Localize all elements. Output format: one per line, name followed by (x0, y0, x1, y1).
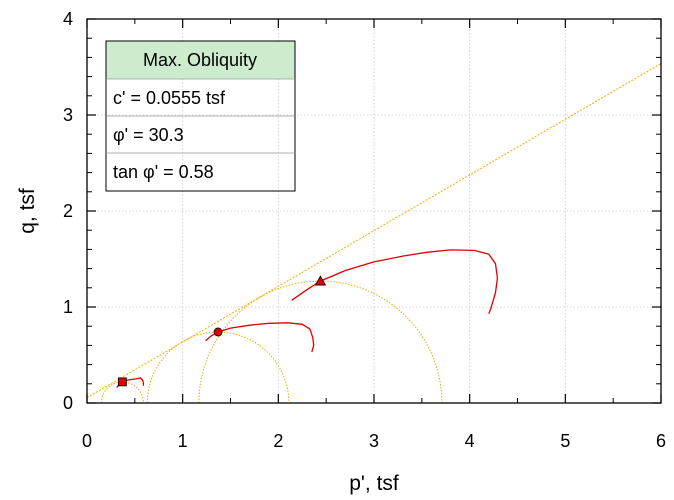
y-tick-label: 0 (63, 393, 73, 413)
x-tick-label: 2 (273, 431, 283, 451)
triangle-marker (314, 275, 327, 286)
x-tick-label: 4 (465, 431, 475, 451)
x-tick-label: 6 (656, 431, 666, 451)
y-tick-label: 4 (63, 9, 73, 29)
y-tick-label: 1 (63, 297, 73, 317)
plot-frame (86, 18, 662, 404)
failure-envelope (87, 63, 661, 399)
x-tick-label: 3 (369, 431, 379, 451)
y-axis-label: q, tsf (16, 188, 39, 234)
x-tick-label: 5 (560, 431, 570, 451)
y-tick-label: 2 (63, 201, 73, 221)
legend-box: Max. Obliquity c' = 0.0555 tsf φ' = 30.3… (105, 40, 296, 192)
x-tick-label: 1 (178, 431, 188, 451)
x-tick-labels: 0 1 2 3 4 5 6 (82, 431, 666, 451)
mohr-circle (100, 381, 144, 403)
failure-envelope-line (87, 63, 661, 399)
square-marker (117, 377, 127, 387)
grid-lines (87, 19, 661, 403)
legend-row-cohesion: c' = 0.0555 tsf (113, 88, 226, 108)
legend-row-tan-phi: tan φ' = 0.58 (113, 162, 214, 182)
x-axis-label: p', tsf (349, 472, 399, 495)
failure-markers (117, 275, 327, 387)
legend-title: Max. Obliquity (143, 50, 257, 70)
y-tick-labels: 0 1 2 3 4 (63, 9, 73, 413)
legend-row-friction-angle: φ' = 30.3 (113, 125, 184, 145)
mohr-circle (198, 280, 443, 403)
y-tick-label: 3 (63, 105, 73, 125)
x-tick-label: 0 (82, 431, 92, 451)
circle-marker (213, 327, 223, 337)
stress-path-line (291, 249, 499, 314)
